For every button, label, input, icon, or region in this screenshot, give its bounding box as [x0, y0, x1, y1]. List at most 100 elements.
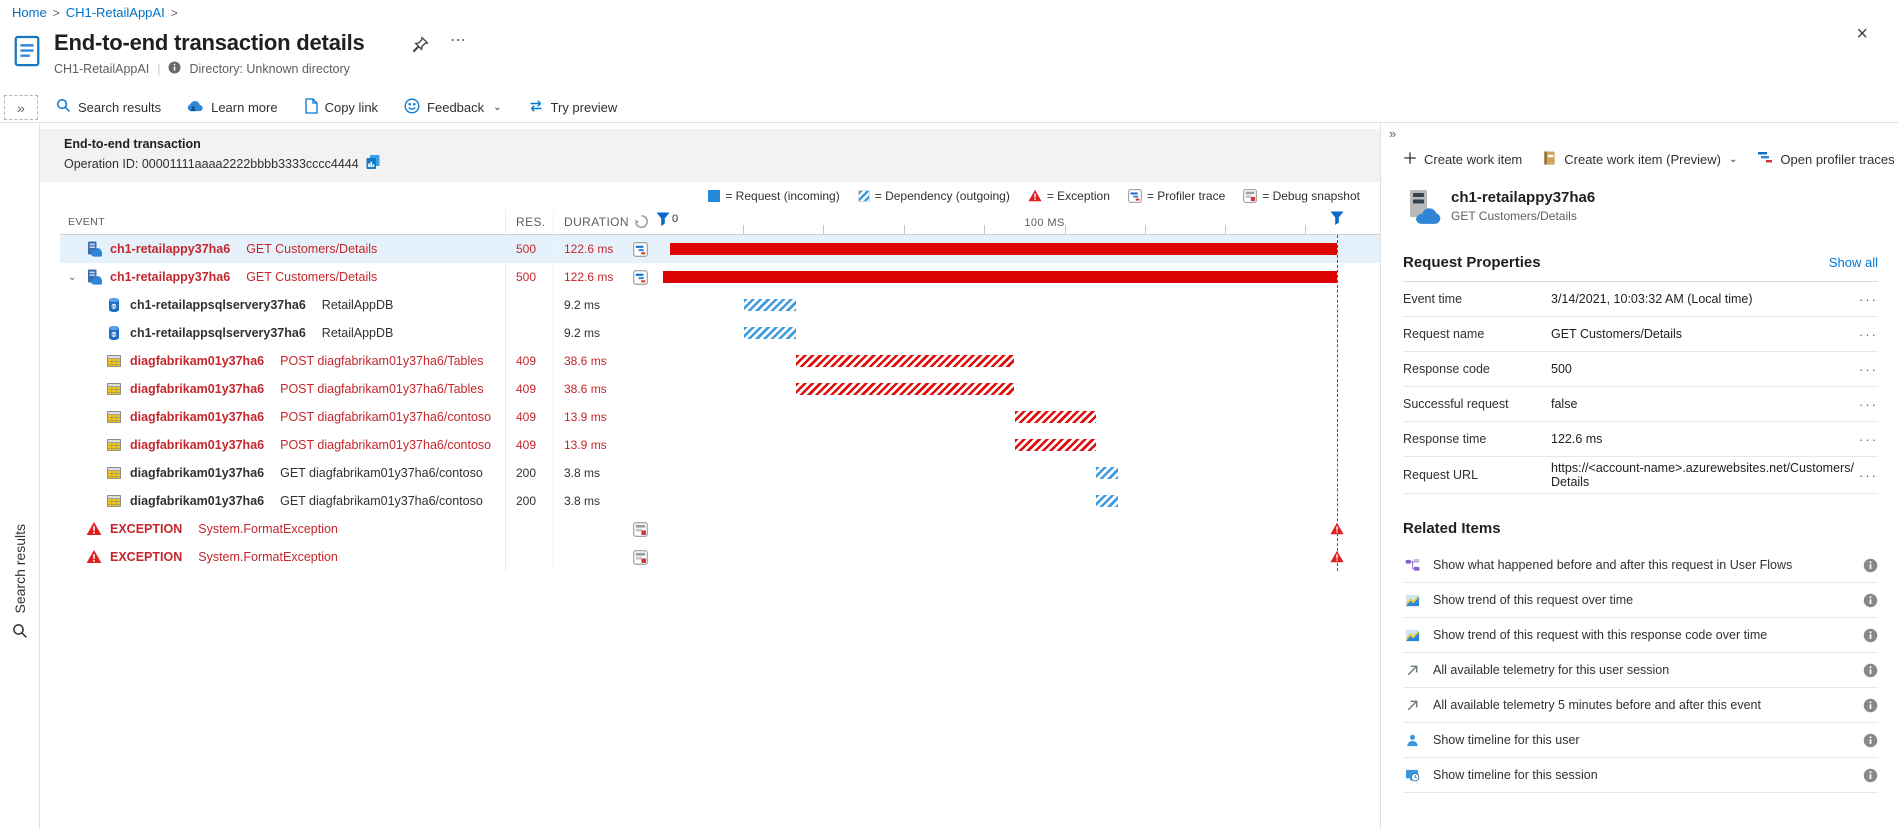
expand-pane-icon[interactable]: » [4, 95, 38, 120]
event-name: diagfabrikam01y37ha6 [130, 494, 265, 508]
time-filter-start-icon[interactable] [656, 212, 670, 230]
property-more-icon[interactable]: ··· [1859, 361, 1878, 377]
event-operation: POST diagfabrikam01y37ha6/Tables [280, 354, 484, 368]
duration-cell [553, 543, 633, 571]
close-icon[interactable]: × [1856, 23, 1868, 45]
event-row[interactable]: diagfabrikam01y37ha6 POST diagfabrikam01y… [60, 347, 1380, 375]
event-rows: ch1-retailappy37ha6 GET Customers/Details… [60, 235, 1380, 571]
breadcrumb-app-link[interactable]: CH1-RetailAppAI [65, 5, 165, 20]
breadcrumb-home-link[interactable]: Home [12, 5, 47, 20]
open-profiler-traces-button[interactable]: Open profiler traces [1757, 151, 1895, 168]
duration-bar[interactable] [1014, 439, 1096, 451]
legend-label: = Dependency (outgoing) [874, 188, 1010, 203]
transaction-title: End-to-end transaction [64, 137, 201, 151]
event-row[interactable]: sql ch1-retailappsqlservery37ha6 RetailApp… [60, 319, 1380, 347]
related-item-label: Show trend of this request over time [1433, 593, 1634, 607]
create-work-item-preview-button[interactable]: Create work item (Preview) ⌄ [1542, 150, 1737, 169]
selected-event-name: ch1-retailappy37ha6 [1451, 189, 1596, 206]
related-item[interactable]: Show timeline for this session [1403, 758, 1878, 793]
axis-tick [1064, 225, 1066, 234]
event-row[interactable]: ch1-retailappy37ha6 GET Customers/Details… [60, 235, 1380, 263]
legend-item-snapshot: = Debug snapshot [1243, 189, 1360, 203]
property-more-icon[interactable]: ··· [1859, 467, 1878, 483]
panel-command-bar: Create work item Create work item (Previ… [1403, 150, 1895, 169]
collapse-panel-icon[interactable]: » [1389, 126, 1397, 141]
property-more-icon[interactable]: ··· [1859, 326, 1878, 342]
info-icon[interactable] [1863, 593, 1878, 608]
duration-bar[interactable] [795, 383, 1015, 395]
duration-bar[interactable] [669, 243, 1337, 255]
info-icon[interactable] [1863, 768, 1878, 783]
duration-bar[interactable] [795, 355, 1015, 367]
trend-icon [1403, 628, 1433, 643]
related-item[interactable]: All available telemetry 5 minutes before… [1403, 688, 1878, 723]
profiler-trace-icon[interactable] [633, 241, 648, 257]
event-row[interactable]: diagfabrikam01y37ha6 POST diagfabrikam01y… [60, 375, 1380, 403]
related-item[interactable]: Show timeline for this user [1403, 723, 1878, 758]
event-operation: GET Customers/Details [246, 270, 378, 284]
info-icon[interactable] [1863, 558, 1878, 573]
related-item[interactable]: Show trend of this request with this res… [1403, 618, 1878, 653]
duration-bar[interactable] [743, 299, 796, 311]
event-row[interactable]: EXCEPTION System.FormatException [60, 543, 1380, 571]
event-row[interactable]: EXCEPTION System.FormatException [60, 515, 1380, 543]
event-row[interactable]: sql ch1-retailappsqlservery37ha6 RetailApp… [60, 291, 1380, 319]
pin-icon[interactable] [412, 36, 429, 58]
info-icon[interactable] [1863, 698, 1878, 713]
duration-bar[interactable] [1096, 495, 1118, 507]
event-name: ch1-retailappsqlservery37ha6 [130, 298, 306, 312]
property-more-icon[interactable]: ··· [1859, 291, 1878, 307]
feedback-button[interactable]: Feedback ⌄ [404, 98, 502, 117]
property-row: Response code 500 ··· [1403, 352, 1878, 387]
time-filter-end-icon[interactable] [1330, 211, 1344, 229]
response-code-cell [505, 319, 553, 347]
duration-bar[interactable] [743, 327, 796, 339]
timeline-cell [663, 487, 1380, 515]
exception-marker-icon[interactable] [1330, 522, 1344, 538]
duration-bar[interactable] [1096, 467, 1118, 479]
event-name: diagfabrikam01y37ha6 [130, 354, 265, 368]
show-all-link[interactable]: Show all [1828, 255, 1878, 270]
reset-zoom-icon[interactable] [633, 213, 650, 230]
copy-link-button[interactable]: Copy link [304, 97, 378, 117]
event-row[interactable]: diagfabrikam01y37ha6 POST diagfabrikam01y… [60, 403, 1380, 431]
exception-marker-icon[interactable] [1330, 550, 1344, 566]
timeline-scale [663, 319, 1337, 347]
learn-more-button[interactable]: Learn more [187, 99, 278, 115]
event-cell: ch1-retailappy37ha6 GET Customers/Details [60, 241, 505, 257]
related-item[interactable]: Show what happened before and after this… [1403, 548, 1878, 583]
event-name: diagfabrikam01y37ha6 [130, 382, 265, 396]
res-column-header: RES. [505, 209, 553, 234]
event-operation: RetailAppDB [321, 298, 394, 312]
info-icon[interactable] [1863, 663, 1878, 678]
duration-bar[interactable] [663, 271, 1337, 283]
debug-snapshot-icon[interactable] [633, 521, 648, 537]
search-results-button[interactable]: Search results [56, 98, 161, 116]
response-code-cell: 500 [505, 263, 553, 291]
property-more-icon[interactable]: ··· [1859, 396, 1878, 412]
more-options-icon[interactable]: ⋯ [450, 32, 467, 49]
info-icon[interactable] [1863, 628, 1878, 643]
related-item[interactable]: All available telemetry for this user se… [1403, 653, 1878, 688]
event-row[interactable]: ⌄ ch1-retailappy37ha6 GET Customers/Detail… [60, 263, 1380, 291]
property-label: Request name [1403, 327, 1485, 341]
try-preview-button[interactable]: Try preview [528, 99, 617, 116]
property-more-icon[interactable]: ··· [1859, 431, 1878, 447]
create-work-item-label: Create work item [1424, 152, 1523, 167]
create-work-item-button[interactable]: Create work item [1403, 151, 1522, 168]
event-row[interactable]: diagfabrikam01y37ha6 GET diagfabrikam01y3… [60, 487, 1380, 515]
profiler-trace-icon[interactable] [633, 269, 648, 285]
info-icon[interactable] [1863, 733, 1878, 748]
related-item[interactable]: Show trend of this request over time [1403, 583, 1878, 618]
copy-operation-id-icon[interactable] [365, 154, 381, 173]
event-row[interactable]: diagfabrikam01y37ha6 POST diagfabrikam01y… [60, 431, 1380, 459]
search-results-collapsed-tab[interactable]: Search results [0, 524, 40, 644]
duration-bar[interactable] [1014, 411, 1096, 423]
open-profiler-traces-label: Open profiler traces [1780, 152, 1895, 167]
collapse-row-icon[interactable]: ⌄ [68, 271, 77, 283]
legend-item-profiler: = Profiler trace [1128, 189, 1225, 203]
debug-snapshot-icon[interactable] [633, 549, 648, 565]
event-row[interactable]: diagfabrikam01y37ha6 GET diagfabrikam01y3… [60, 459, 1380, 487]
timeline-cell [663, 347, 1380, 375]
event-name: ch1-retailappsqlservery37ha6 [130, 326, 306, 340]
